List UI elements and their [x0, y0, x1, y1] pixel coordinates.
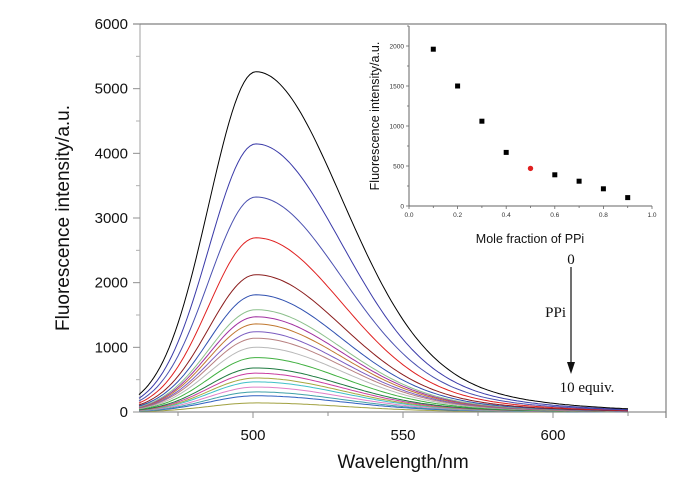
main-y-tick-label: 2000 [95, 275, 128, 292]
inset-data-point [552, 172, 558, 178]
main-x-axis-title: Wavelength/nm [337, 452, 468, 473]
spectrum-line [138, 274, 629, 412]
inset-x-tick-label: 0.6 [550, 212, 559, 219]
annotation-end-label: 10 equiv. [560, 380, 615, 396]
inset-data-point [479, 118, 485, 124]
inset-data-point [600, 186, 606, 192]
main-y-axis-title: Fluorescence intensity/a.u. [53, 105, 74, 331]
main-y-tick-label: 0 [120, 404, 128, 421]
inset-x-tick-label: 0.8 [599, 212, 608, 219]
inset-y-tick-label: 500 [393, 163, 404, 170]
inset-data-point [625, 195, 631, 201]
spectrum-line [138, 71, 629, 410]
inset-x-tick-label: 0.2 [453, 212, 462, 219]
main-y-tick-label: 3000 [95, 210, 128, 227]
spectrum-line [138, 294, 629, 412]
annotation-start-label: 0 [567, 252, 575, 268]
main-y-tick-label: 1000 [95, 339, 128, 356]
inset-x-axis-title: Mole fraction of PPi [476, 232, 584, 246]
inset-data-points [430, 46, 631, 201]
inset-data-point [455, 83, 461, 89]
main-spectra [138, 71, 629, 413]
inset-data-point [430, 46, 436, 52]
main-x-tick-label: 600 [540, 427, 565, 444]
inset-x-tick-label: 0.0 [404, 212, 413, 219]
inset-y-tick-label: 1500 [390, 83, 405, 90]
annotation-reagent-label: PPi [545, 305, 566, 321]
main-y-tick-label: 5000 [95, 81, 128, 98]
spectrum-line [138, 196, 628, 411]
inset-y-tick-label: 1000 [390, 123, 405, 130]
main-y-tick-label: 6000 [95, 16, 128, 33]
inset-x-tick-label: 0.4 [502, 212, 511, 219]
main-y-tick-label: 4000 [95, 145, 128, 162]
spectrum-line [138, 237, 628, 411]
inset-data-point [576, 178, 582, 184]
inset-y-axis-title: Fluorescence intensity/a.u. [368, 42, 382, 191]
inset-data-point-highlight [527, 165, 534, 172]
main-x-tick-label: 550 [390, 427, 415, 444]
spectrum-line [138, 143, 629, 410]
main-x-tick-label: 500 [240, 427, 265, 444]
inset-data-point [503, 149, 509, 155]
titration-annotation: 0 PPi 10 equiv. [545, 252, 614, 396]
inset-axis-ticks: 0.0 0.2 0.4 0.6 0.8 1.0 0 500 1000 1500 2000 [390, 25, 657, 219]
inset-y-tick-label: 2000 [390, 43, 405, 50]
annotation-arrow-head [567, 362, 575, 374]
inset-x-tick-label: 1.0 [647, 212, 656, 219]
inset-y-tick-label: 0 [400, 203, 404, 210]
inset-plot: 0.0 0.2 0.4 0.6 0.8 1.0 0 500 1000 1500 2000 Mole … [368, 25, 657, 246]
